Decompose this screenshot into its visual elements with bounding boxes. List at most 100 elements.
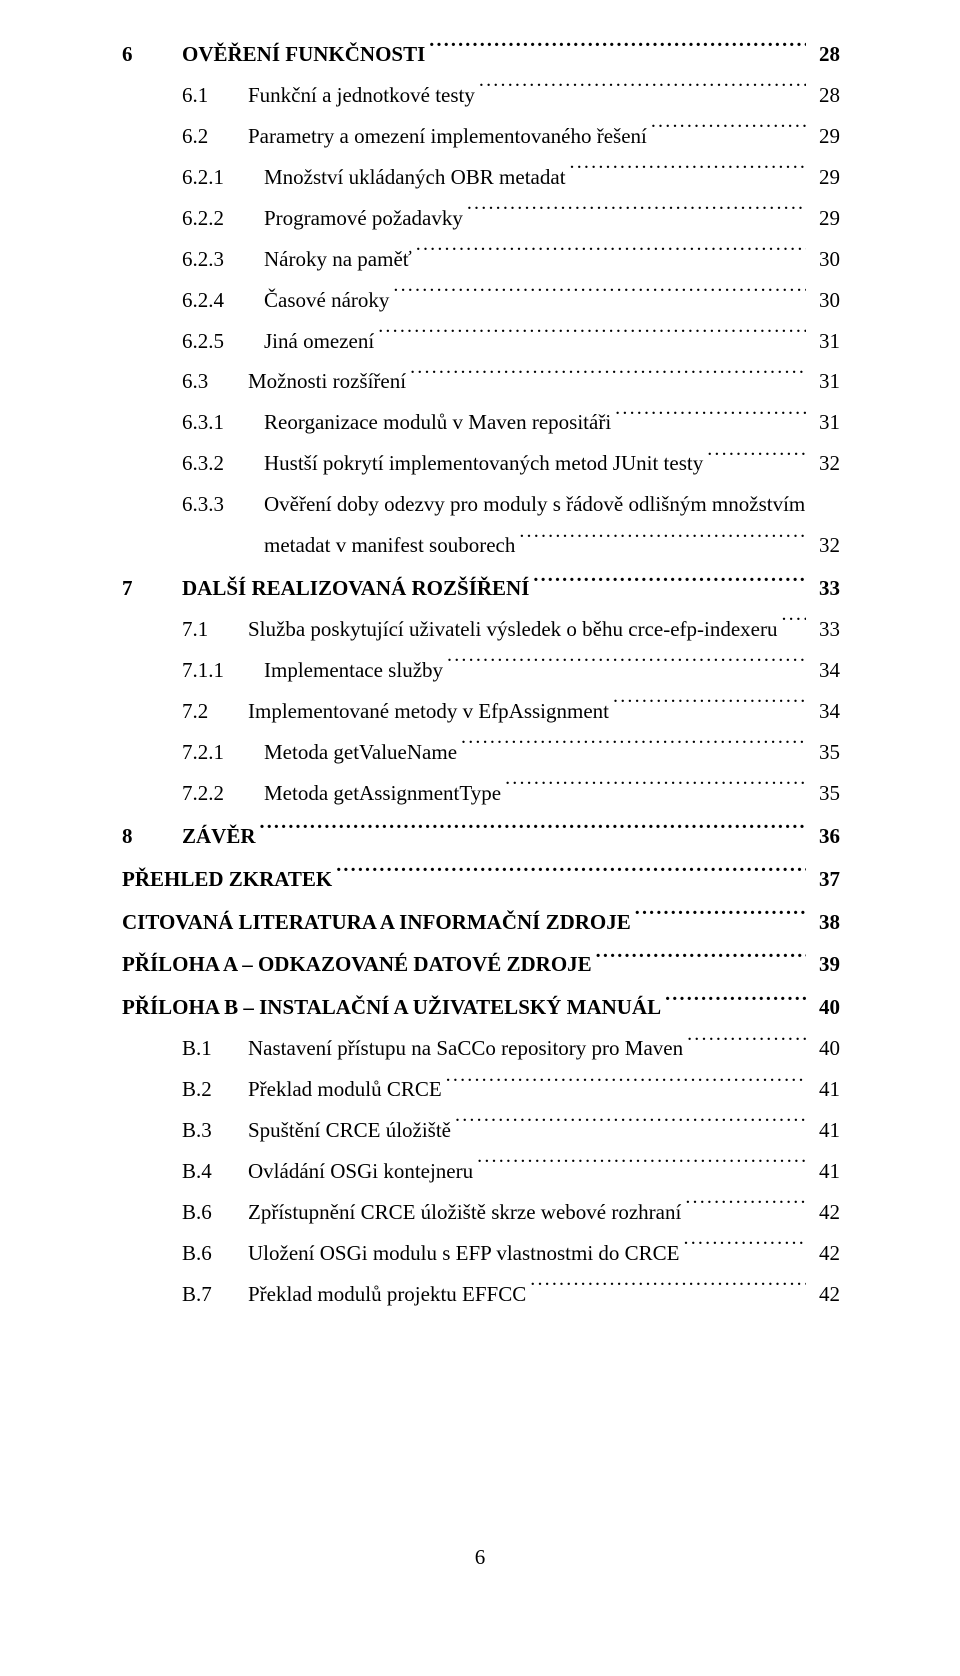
toc-entry-number: B.4 xyxy=(182,1151,248,1192)
toc-leader xyxy=(393,286,806,307)
toc-entry-page: 29 xyxy=(810,157,840,198)
toc-entry: 7.2.2Metoda getAssignmentType35 xyxy=(182,773,840,814)
toc-entry: 8ZÁVĚR36 xyxy=(122,817,840,857)
toc-entry: B.2Překlad modulů CRCE41 xyxy=(182,1069,840,1110)
toc-entry-number: 7.1.1 xyxy=(182,650,264,691)
toc-leader xyxy=(533,574,806,595)
toc-entry-continuation: metadat v manifest souborech 32 xyxy=(182,525,840,566)
toc-entry-number: 6.3.3 xyxy=(182,484,264,525)
toc-leader xyxy=(260,822,806,843)
toc-entry-page: 38 xyxy=(810,903,840,943)
toc-entry: 7.1.1Implementace služby 34 xyxy=(182,650,840,691)
toc-entry-number: 6.1 xyxy=(182,75,248,116)
toc-entry-label: Uložení OSGi modulu s EFP vlastnostmi do… xyxy=(248,1233,680,1274)
toc-entry-label: Hustší pokrytí implementovaných metod JU… xyxy=(264,443,703,484)
toc-entry-number: 6.3.1 xyxy=(182,402,264,443)
toc-entry-page: 32 xyxy=(810,443,840,484)
toc-entry-label: DALŠÍ REALIZOVANÁ ROZŠÍŘENÍ xyxy=(182,569,529,609)
toc-entry: 7DALŠÍ REALIZOVANÁ ROZŠÍŘENÍ 33 xyxy=(122,569,840,609)
toc-entry-page: 42 xyxy=(810,1274,840,1315)
toc-entry-number: 7.2.2 xyxy=(182,773,264,814)
toc-entry-label: Jiná omezení xyxy=(264,321,374,362)
toc-entry-number: 6.2.4 xyxy=(182,280,264,321)
toc-entry: 6.2.1Množství ukládaných OBR metadat29 xyxy=(182,157,840,198)
toc-leader xyxy=(410,367,806,388)
toc-leader xyxy=(685,1198,806,1219)
toc-entry-label: Možnosti rozšíření xyxy=(248,361,406,402)
toc-entry: 7.2.1Metoda getValueName35 xyxy=(182,732,840,773)
toc-entry-page: 29 xyxy=(810,116,840,157)
toc-entry: 6.3.3Ověření doby odezvy pro moduly s řá… xyxy=(182,484,840,525)
toc-entry: 6.2Parametry a omezení implementovaného … xyxy=(182,116,840,157)
toc-leader xyxy=(455,1116,806,1137)
toc-entry: 6OVĚŘENÍ FUNKČNOSTI28 xyxy=(122,35,840,75)
toc-leader xyxy=(479,81,806,102)
toc-leader xyxy=(336,865,806,886)
toc-entry: 7.1Služba poskytující uživateli výsledek… xyxy=(182,609,840,650)
toc-entry-page: 33 xyxy=(810,569,840,609)
toc-entry-number: 7.2 xyxy=(182,691,248,732)
toc-entry-label: Reorganizace modulů v Maven repositáři xyxy=(264,402,611,443)
toc-entry-label: Implementované metody v EfpAssignment xyxy=(248,691,609,732)
toc-entry-label: Nastavení přístupu na SaCCo repository p… xyxy=(248,1028,683,1069)
toc-leader xyxy=(505,779,806,800)
toc-entry-number: 7 xyxy=(122,569,182,609)
toc-entry-page: 40 xyxy=(810,988,840,1028)
toc-entry-page: 31 xyxy=(810,402,840,443)
toc-entry-number: 8 xyxy=(122,817,182,857)
toc-leader xyxy=(635,908,806,929)
toc-entry-label: Ověření doby odezvy pro moduly s řádově … xyxy=(264,484,805,525)
toc-entry: 6.3Možnosti rozšíření31 xyxy=(182,361,840,402)
toc-entry: 6.2.3Nároky na paměť30 xyxy=(182,239,840,280)
toc-entry-page: 35 xyxy=(810,773,840,814)
toc-entry-label: metadat v manifest souborech xyxy=(264,525,515,566)
toc-entry-label: Překlad modulů projektu EFFCC xyxy=(248,1274,526,1315)
toc-entry-number: 6 xyxy=(122,35,182,75)
toc-entry: B.6Zpřístupnění CRCE úložiště skrze webo… xyxy=(182,1192,840,1233)
toc-leader xyxy=(615,408,806,429)
toc-entry-label: Nároky na paměť xyxy=(264,239,412,280)
toc-entry-page: 28 xyxy=(810,35,840,75)
toc-entry-label: Časové nároky xyxy=(264,280,389,321)
page-number-footer: 6 xyxy=(0,1545,960,1570)
toc-entry-page: 32 xyxy=(810,525,840,566)
toc-entry: 6.1Funkční a jednotkové testy28 xyxy=(182,75,840,116)
toc-entry-page: 41 xyxy=(810,1151,840,1192)
toc-entry-number: 6.2.2 xyxy=(182,198,264,239)
toc-entry: B.1Nastavení přístupu na SaCCo repositor… xyxy=(182,1028,840,1069)
toc-leader xyxy=(447,656,806,677)
toc-entry-page: 37 xyxy=(810,860,840,900)
toc-entry-page: 31 xyxy=(810,321,840,362)
toc-entry-label: Zpřístupnění CRCE úložiště skrze webové … xyxy=(248,1192,681,1233)
toc-leader xyxy=(477,1157,806,1178)
toc-entry: PŘÍLOHA B – INSTALAČNÍ A UŽIVATELSKÝ MAN… xyxy=(122,988,840,1028)
toc-entry: 6.2.4Časové nároky30 xyxy=(182,280,840,321)
toc-entry-page: 39 xyxy=(810,945,840,985)
toc-entry-page: 34 xyxy=(810,650,840,691)
toc-entry-label: CITOVANÁ LITERATURA A INFORMAČNÍ ZDROJE xyxy=(122,903,631,943)
toc-entry: 6.2.2Programové požadavky29 xyxy=(182,198,840,239)
toc-entry-number: 7.1 xyxy=(182,609,248,650)
toc-leader xyxy=(378,327,806,348)
toc-entry-number: B.6 xyxy=(182,1233,248,1274)
toc-leader xyxy=(570,163,806,184)
toc-entry: 6.3.1Reorganizace modulů v Maven reposit… xyxy=(182,402,840,443)
toc-entry-label: Překlad modulů CRCE xyxy=(248,1069,442,1110)
document-page: 6OVĚŘENÍ FUNKČNOSTI286.1Funkční a jednot… xyxy=(0,0,960,1676)
toc-entry-number: 6.3 xyxy=(182,361,248,402)
toc-entry-page: 40 xyxy=(810,1028,840,1069)
toc-entry-page: 41 xyxy=(810,1110,840,1151)
toc-entry-label: Implementace služby xyxy=(264,650,443,691)
toc-entry: 6.3.2Hustší pokrytí implementovaných met… xyxy=(182,443,840,484)
toc-leader xyxy=(665,993,806,1014)
toc-entry-number: B.6 xyxy=(182,1192,248,1233)
toc-entry-label: Funkční a jednotkové testy xyxy=(248,75,475,116)
toc-entry-number: 7.2.1 xyxy=(182,732,264,773)
toc-entry-label: PŘÍLOHA B – INSTALAČNÍ A UŽIVATELSKÝ MAN… xyxy=(122,988,661,1028)
toc-entry: PŘEHLED ZKRATEK 37 xyxy=(122,860,840,900)
toc-entry-label: Parametry a omezení implementovaného řeš… xyxy=(248,116,647,157)
toc-entry-label: PŘEHLED ZKRATEK xyxy=(122,860,332,900)
toc-entry: B.4Ovládání OSGi kontejneru41 xyxy=(182,1151,840,1192)
toc-leader xyxy=(781,615,806,636)
toc-leader xyxy=(707,449,806,470)
